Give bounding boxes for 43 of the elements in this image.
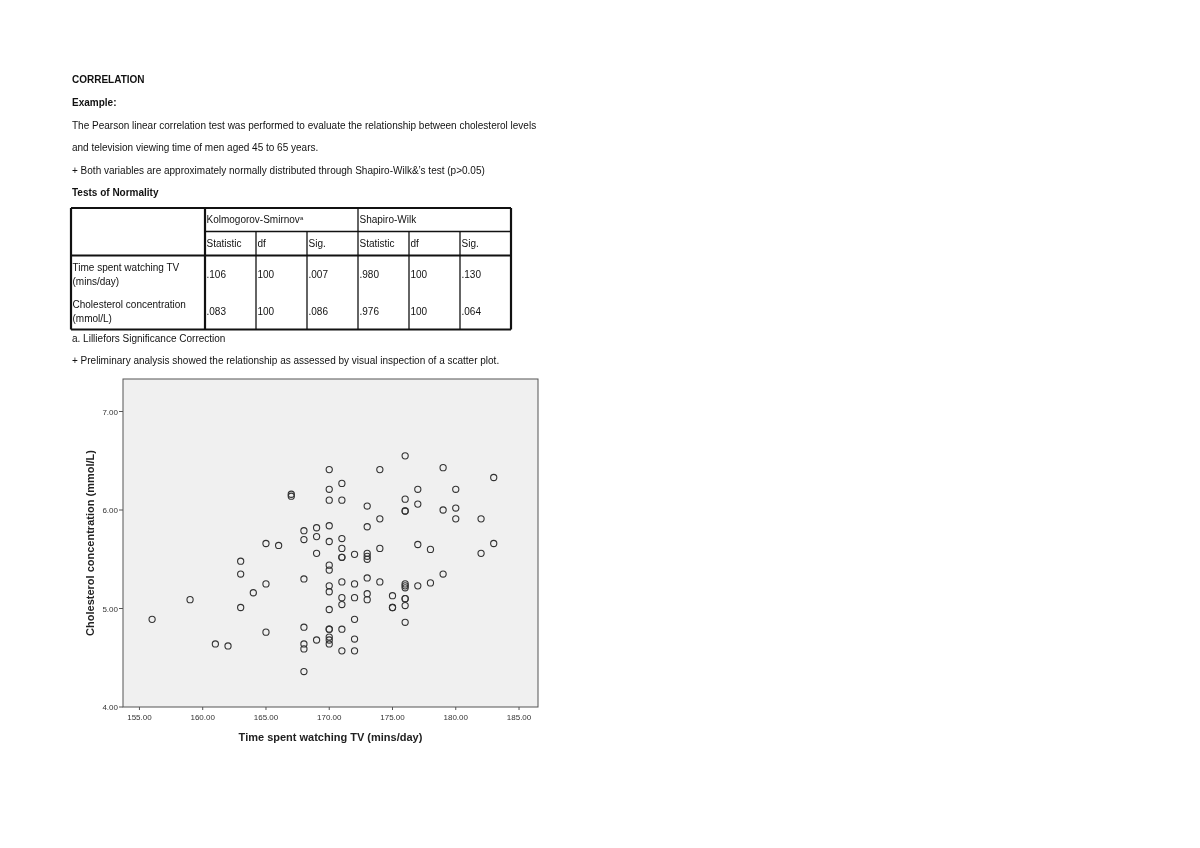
text: Shapiro-Wilk xyxy=(359,214,418,226)
text: a. Lilliefors Significance Correction xyxy=(72,333,226,344)
chart-subtitle: Example: xyxy=(72,97,117,108)
text: Kolmogorov-Smirnov$^{a}$ xyxy=(206,214,304,226)
text: + Both variables are approximately normally distributed through Shapiro-Wilk&’s test (p>0.05) xyxy=(72,165,485,176)
y-axis-title: Cholesterol concentration (mmol/L) xyxy=(84,449,96,636)
text: df xyxy=(410,238,420,249)
text: Statistic xyxy=(359,238,395,249)
text: .130 xyxy=(461,268,482,280)
text: 100 xyxy=(257,305,275,317)
text: + Preliminary analysis showed the relationship as assessed by visual inspection of a scatter plot. xyxy=(72,355,500,366)
text: Sig. xyxy=(461,238,479,249)
x-tick-label: 165.00 xyxy=(253,713,279,722)
text: .106 xyxy=(206,268,227,280)
x-tick-label: 185.00 xyxy=(506,713,532,722)
text: 100 xyxy=(410,268,428,280)
text: 100 xyxy=(410,305,428,317)
y-tick-label: 5.00 xyxy=(102,604,119,614)
text: The Pearson linear correlation test was performed to evaluate the relationship between cholesterol levels xyxy=(72,120,537,131)
text: Sig. xyxy=(308,238,326,249)
text: Statistic xyxy=(206,238,242,249)
x-tick-label: 180.00 xyxy=(443,713,469,722)
y-tick-label: 6.00 xyxy=(102,506,119,515)
x-axis-title: Time spent watching TV (mins/day) xyxy=(238,731,423,743)
text: and television viewing time of men aged 45 to 65 years. xyxy=(72,142,319,153)
y-tick-label: 4.00 xyxy=(102,703,119,712)
text: df xyxy=(257,238,267,249)
x-tick-label: 170.00 xyxy=(317,713,343,722)
text: Time spent watching TV (mins/day) xyxy=(72,261,180,287)
text: 100 xyxy=(257,268,275,280)
text: Tests of Normality xyxy=(72,187,159,198)
text: .976 xyxy=(359,305,380,317)
y-tick-label: 7.00 xyxy=(102,407,119,417)
text: .980 xyxy=(359,268,380,280)
x-tick-label: 175.00 xyxy=(380,713,406,722)
text: .083 xyxy=(206,305,227,317)
text: .007 xyxy=(308,268,329,280)
x-tick-label: 155.00 xyxy=(127,713,153,722)
text: Cholesterol concentration (mmol/L) xyxy=(72,298,186,324)
text: .064 xyxy=(461,305,482,317)
x-tick-label: 160.00 xyxy=(190,713,216,722)
text: .086 xyxy=(308,305,329,317)
chart-title: CORRELATION xyxy=(72,74,145,85)
